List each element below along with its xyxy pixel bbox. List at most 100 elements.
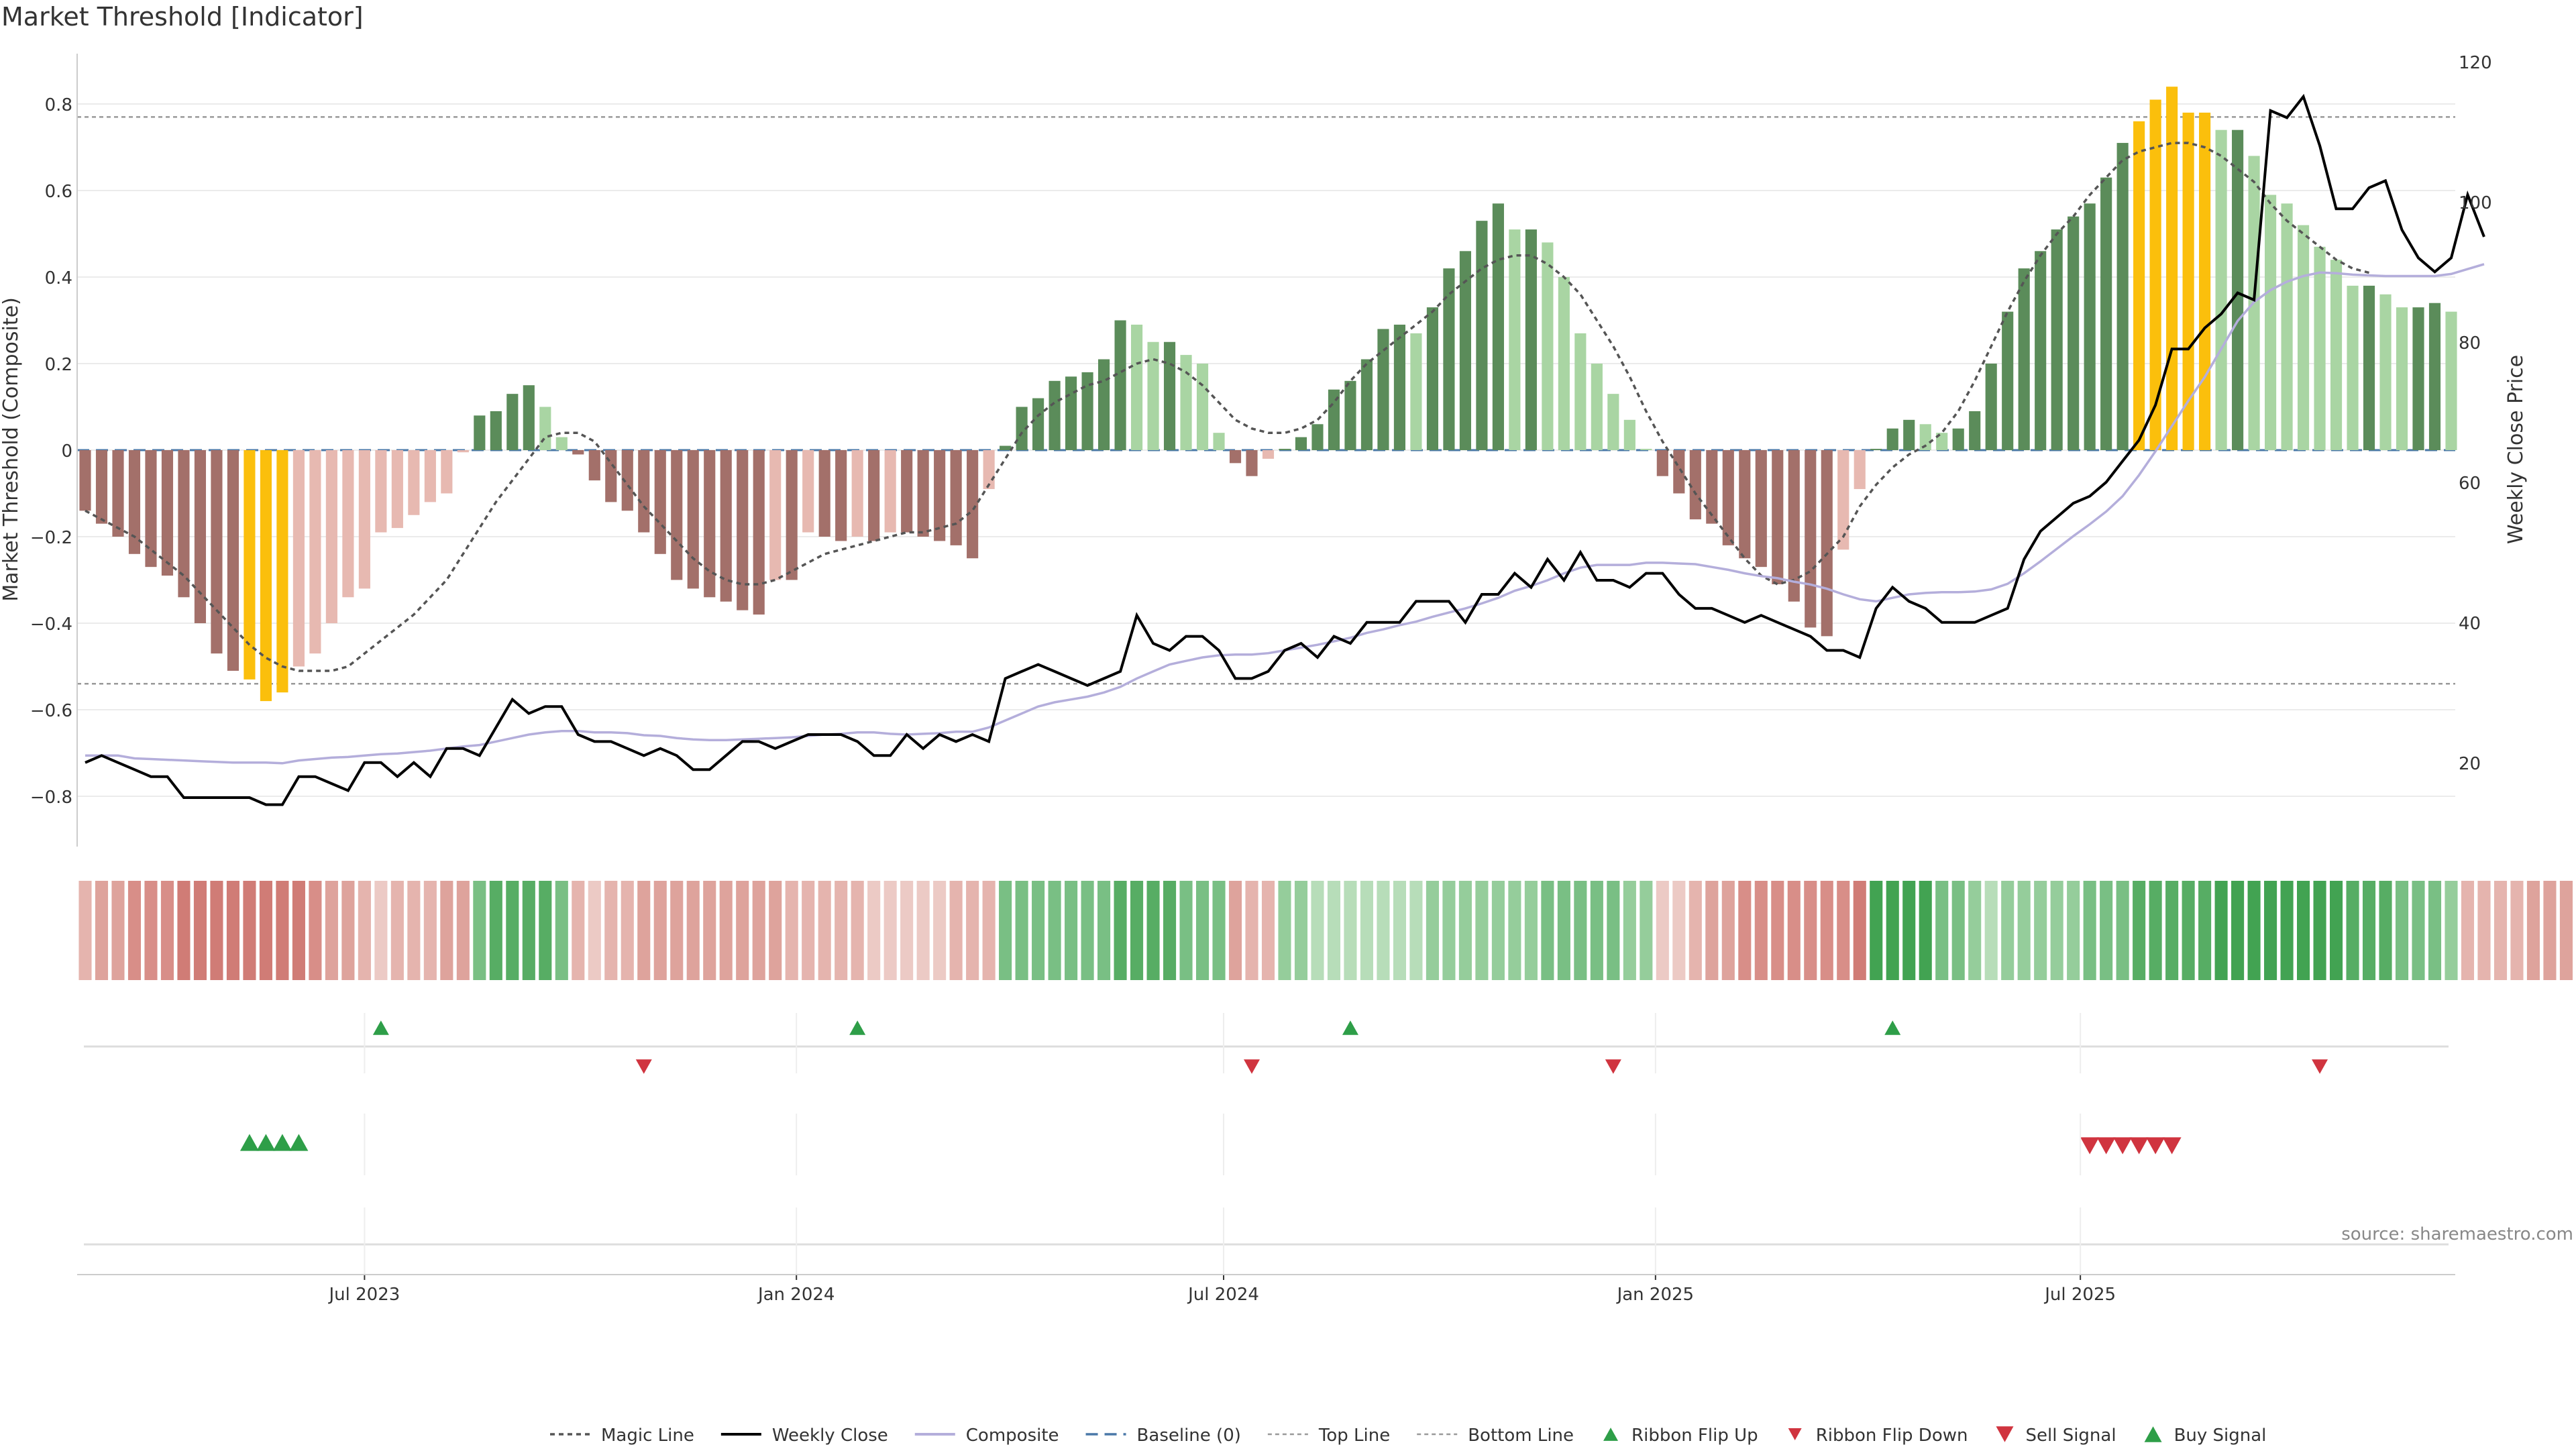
composite-bar xyxy=(2116,143,2129,451)
composite-bar xyxy=(2068,216,2080,450)
ribbon-cell xyxy=(210,881,223,980)
composite-bar xyxy=(2133,121,2145,451)
ribbon-cell xyxy=(1804,881,1817,980)
sell-signal-marker xyxy=(2162,1137,2182,1155)
ribbon-cell xyxy=(1640,881,1653,980)
ribbon-cell xyxy=(1032,881,1045,980)
ribbon-cell xyxy=(144,881,158,980)
ribbon-flip-down-marker xyxy=(2312,1059,2328,1074)
ribbon-cell xyxy=(1935,881,1949,980)
ribbon-cell xyxy=(1228,881,1242,980)
composite-bar xyxy=(457,450,469,453)
composite-bar xyxy=(2100,177,2112,450)
ribbon-cell xyxy=(1754,881,1768,980)
composite-bar xyxy=(1295,437,1307,450)
ribbon-cell xyxy=(1787,881,1801,980)
ribbon-cell xyxy=(1015,881,1028,980)
ribbon-cell xyxy=(1278,881,1291,980)
legend-item-flipdown: Ribbon Flip Down xyxy=(1788,1426,1968,1446)
ribbon-cell xyxy=(193,881,207,980)
composite-bar xyxy=(1032,398,1044,450)
ribbon-cell xyxy=(1688,881,1702,980)
composite-bar xyxy=(1919,424,1931,450)
legend-label: Top Line xyxy=(1318,1426,1390,1446)
composite-bar xyxy=(868,450,880,541)
weekly-close-line xyxy=(85,93,2485,806)
composite-bar xyxy=(325,450,337,623)
ribbon-cell xyxy=(2297,881,2310,980)
legend-label: Ribbon Flip Down xyxy=(1816,1426,1968,1446)
composite-bar xyxy=(506,394,519,450)
composite-bar xyxy=(161,450,174,576)
composite-bar xyxy=(654,450,666,554)
sell-signal-marker xyxy=(2113,1137,2133,1155)
composite-bar xyxy=(1262,450,1275,459)
composite-bar xyxy=(391,450,403,529)
composite-bar xyxy=(474,415,486,450)
composite-bar xyxy=(342,450,354,598)
ribbon-cell xyxy=(1524,881,1538,980)
ribbon-cell xyxy=(226,881,239,980)
right-tick-label: 60 xyxy=(2459,474,2481,494)
composite-bar xyxy=(1114,320,1126,450)
ribbon-cell xyxy=(341,881,355,980)
right-tick-label: 100 xyxy=(2459,193,2492,213)
chart-title: Market Threshold [Indicator] xyxy=(1,2,364,32)
ribbon-cell xyxy=(835,881,848,980)
legend-item-baseline: Baseline (0) xyxy=(1085,1426,1241,1446)
composite-bar xyxy=(1476,221,1488,450)
composite-bar xyxy=(2265,195,2277,450)
ribbon-cell xyxy=(309,881,322,980)
ribbon-cell xyxy=(588,881,601,980)
ribbon-cell xyxy=(259,881,272,980)
ribbon-cell xyxy=(1771,881,1784,980)
composite-bar xyxy=(1854,450,1866,490)
legend-label: Magic Line xyxy=(601,1426,694,1446)
sell-signal-marker xyxy=(2096,1137,2116,1155)
composite-bar xyxy=(1755,450,1767,568)
composite-bar xyxy=(2182,112,2194,450)
ribbon-cell xyxy=(1261,881,1275,980)
ribbon-flip-up-marker xyxy=(1884,1020,1901,1035)
ribbon-cell xyxy=(621,881,634,980)
composite-bar xyxy=(2412,307,2424,450)
composite-bar xyxy=(1229,450,1242,464)
ribbon-cell xyxy=(2067,881,2080,980)
composite-bar xyxy=(2149,99,2161,451)
composite-bar xyxy=(2297,225,2310,450)
sell-signal-marker xyxy=(2146,1137,2165,1155)
composite-bar xyxy=(178,450,190,598)
ribbon-cell xyxy=(2034,881,2047,980)
composite-bar xyxy=(1656,450,1668,476)
ribbon-cell xyxy=(1377,881,1390,980)
legend-item-buy: Buy Signal xyxy=(2144,1426,2266,1446)
composite-bar xyxy=(1837,450,1849,550)
ribbon-cell xyxy=(949,881,963,980)
composite-bar xyxy=(818,450,830,537)
composite-bar xyxy=(1870,449,1882,450)
ribbon-cell xyxy=(2346,881,2359,980)
composite-bar xyxy=(1640,449,1652,450)
composite-bar xyxy=(408,450,420,515)
ribbon-cell xyxy=(456,881,470,980)
composite-bar xyxy=(1393,324,1406,450)
composite-bar xyxy=(1360,359,1373,450)
composite-bar xyxy=(1049,380,1061,450)
sell-signal-marker xyxy=(2129,1137,2149,1155)
legend-swatch xyxy=(1603,1428,1619,1441)
series-lines xyxy=(85,93,2485,806)
ribbon-cell xyxy=(1179,881,1193,980)
composite-bar xyxy=(605,450,617,502)
ribbon-cell xyxy=(1968,881,1982,980)
composite-bar xyxy=(1163,341,1176,450)
composite-bar xyxy=(1377,329,1389,450)
ribbon-cell xyxy=(736,881,749,980)
composite-bar xyxy=(802,450,814,533)
buy-signal-marker xyxy=(256,1134,276,1151)
legend-item-flipup: Ribbon Flip Up xyxy=(1603,1426,1758,1446)
ribbon-cell xyxy=(1672,881,1686,980)
composite-bar xyxy=(1706,450,1718,524)
legend-label: Weekly Close xyxy=(772,1426,888,1446)
x-tick-label: Jul 2025 xyxy=(2043,1285,2116,1305)
ribbon-cell xyxy=(1130,881,1144,980)
